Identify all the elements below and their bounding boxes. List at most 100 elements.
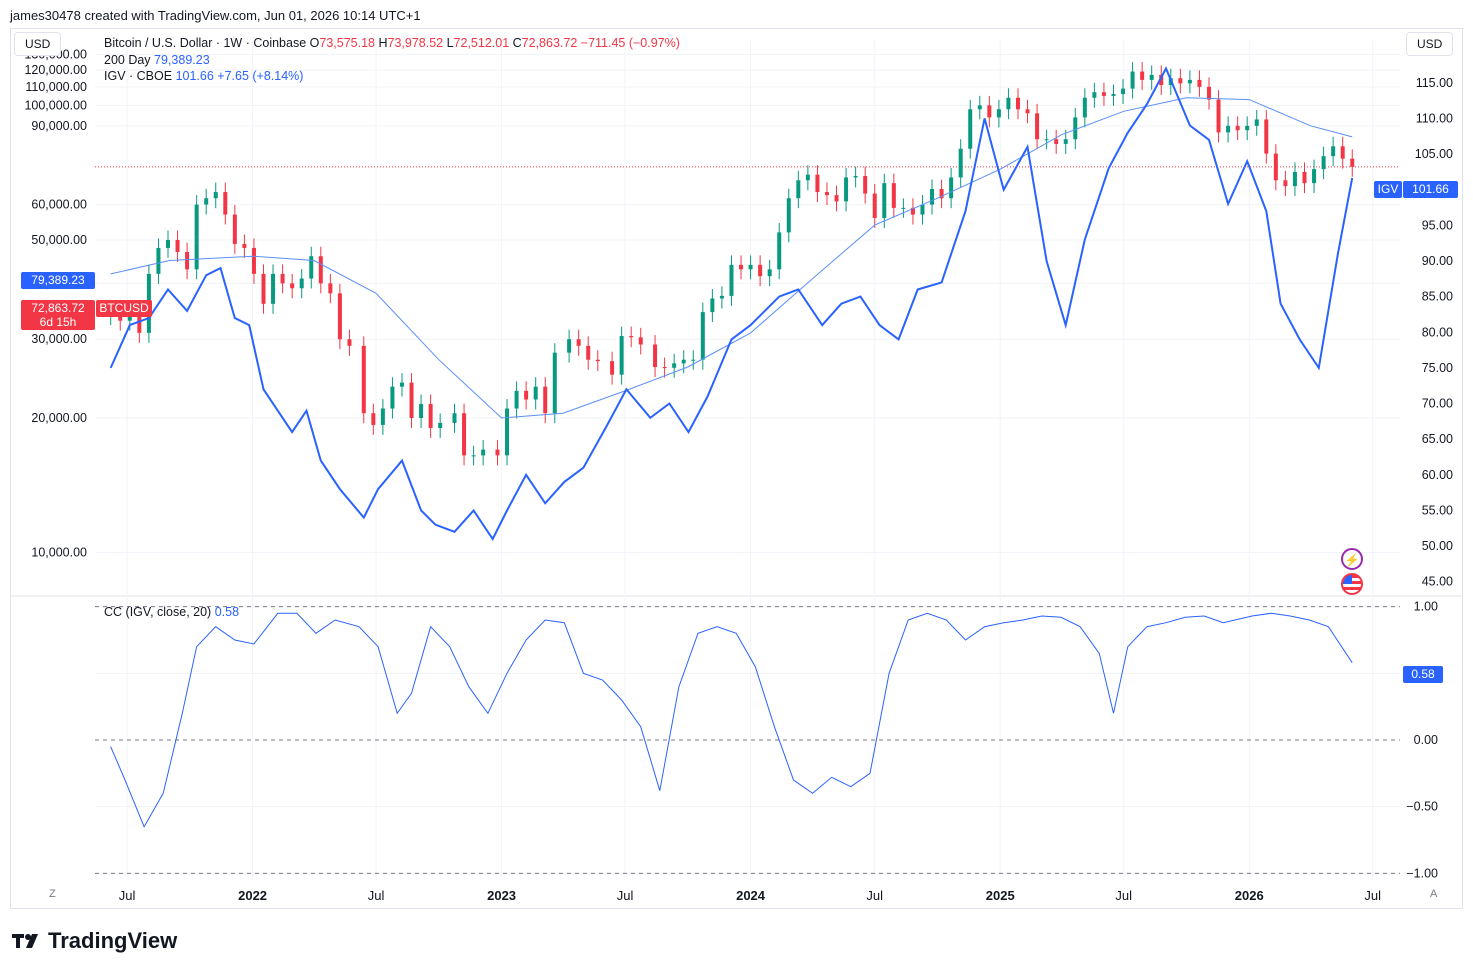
btc-candle-body bbox=[1331, 146, 1336, 157]
legend-close-label: C bbox=[512, 36, 522, 50]
btc-candle bbox=[748, 255, 753, 280]
cc-tick-label: −1.00 bbox=[1406, 866, 1438, 880]
chart-credit: james30478 created with TradingView.com,… bbox=[10, 8, 421, 23]
btc-candle bbox=[1092, 82, 1097, 108]
btc-candle bbox=[1292, 162, 1297, 197]
btc-candle bbox=[175, 230, 180, 262]
right-tick-label: 115.00 bbox=[1416, 76, 1453, 90]
btc-candle bbox=[977, 95, 982, 120]
cc-legend: CC (IGV, close, 20) 0.58 bbox=[104, 605, 239, 619]
btc-candle bbox=[251, 238, 256, 284]
btc-candle-body bbox=[1159, 74, 1164, 86]
right-tick-label: 110.00 bbox=[1416, 111, 1453, 125]
btc-candle bbox=[710, 289, 715, 323]
btc-candle-body bbox=[1226, 125, 1231, 133]
btc-candle bbox=[194, 195, 199, 280]
btc-candle bbox=[165, 230, 170, 258]
x-tick-label: 2022 bbox=[238, 888, 267, 903]
btc-candle bbox=[156, 238, 161, 284]
btc-candle bbox=[767, 259, 772, 287]
btc-candle bbox=[901, 198, 906, 218]
btc-candle-body bbox=[968, 109, 973, 149]
legend-ma-label[interactable]: 200 Day bbox=[104, 52, 151, 67]
left-tick-label: 10,000.00 bbox=[31, 546, 87, 560]
cc-tick-label: 0.00 bbox=[1414, 733, 1438, 747]
btc-candle bbox=[939, 179, 944, 209]
chart-frame[interactable] bbox=[10, 28, 1463, 909]
btc-candle bbox=[533, 377, 538, 410]
btc-candle-body bbox=[1044, 139, 1049, 141]
auto-scale-button[interactable]: A bbox=[1430, 888, 1438, 900]
legend-low-label: L bbox=[446, 36, 454, 50]
btc-candle-body bbox=[462, 413, 467, 456]
btc-candle bbox=[495, 440, 500, 466]
btc-candle bbox=[958, 139, 963, 188]
btc-symbol-tag: BTCUSD bbox=[96, 300, 152, 317]
right-tick-label: 55.00 bbox=[1422, 503, 1453, 517]
x-tick-label: 2025 bbox=[986, 888, 1015, 903]
left-tick-label: 90,000.00 bbox=[31, 119, 87, 133]
btc-candle bbox=[930, 179, 935, 215]
btc-candle-body bbox=[958, 148, 963, 178]
btc-candle-body bbox=[399, 382, 404, 387]
btc-candle bbox=[481, 440, 486, 466]
igv-symbol-tag: IGV bbox=[1374, 181, 1402, 198]
btc-candle bbox=[796, 170, 801, 209]
btc-candle-body bbox=[1140, 71, 1145, 80]
btc-candle bbox=[567, 329, 572, 363]
btc-candle bbox=[920, 195, 925, 225]
btc-candle-body bbox=[390, 386, 395, 409]
btc-candle-body bbox=[1302, 171, 1307, 184]
btc-candle-body bbox=[380, 408, 385, 425]
btc-candle-body bbox=[428, 403, 433, 428]
zoom-button[interactable]: Z bbox=[49, 888, 56, 900]
cc-legend-label[interactable]: CC (IGV, close, 20) bbox=[104, 605, 212, 619]
legend-igv-label[interactable]: IGV · CBOE bbox=[104, 69, 173, 83]
btc-candle bbox=[390, 377, 395, 419]
btc-candle bbox=[223, 182, 228, 225]
btc-candle bbox=[1140, 62, 1145, 90]
btc-candle-body bbox=[1015, 97, 1020, 110]
right-tick-label: 45.00 bbox=[1422, 575, 1453, 589]
right-tick-label: 70.00 bbox=[1422, 397, 1453, 411]
btc-candle bbox=[428, 394, 433, 438]
btc-candle bbox=[290, 273, 295, 299]
btc-price-tag: 72,863.72 6d 15h bbox=[21, 300, 95, 330]
btc-candle bbox=[242, 234, 247, 258]
us-flag-icon[interactable] bbox=[1341, 573, 1363, 595]
tradingview-logo[interactable]: TradingView bbox=[12, 928, 177, 954]
btc-candle-body bbox=[280, 273, 285, 284]
btc-candle-body bbox=[882, 183, 887, 218]
right-currency-button[interactable]: USD bbox=[1406, 32, 1454, 56]
btc-candle-body bbox=[748, 264, 753, 270]
left-tick-label: 50,000.00 bbox=[31, 233, 87, 247]
btc-candle bbox=[739, 255, 744, 280]
btc-candle-body bbox=[194, 204, 199, 270]
btc-candle bbox=[853, 166, 858, 188]
ma-price-tag: 79,389.23 bbox=[21, 272, 95, 289]
btc-candle-body bbox=[251, 247, 256, 274]
btc-candle bbox=[805, 165, 810, 191]
btc-candle bbox=[371, 403, 376, 435]
btc-candle bbox=[662, 357, 667, 378]
lightning-icon[interactable]: ⚡ bbox=[1341, 548, 1363, 570]
btc-candle bbox=[1111, 84, 1116, 106]
cc-value-tag: 0.58 bbox=[1403, 666, 1443, 683]
right-tick-label: 60.00 bbox=[1422, 468, 1453, 482]
btc-candle bbox=[471, 445, 476, 466]
btc-candle-body bbox=[872, 193, 877, 218]
btc-candle bbox=[462, 403, 467, 466]
x-tick-label: 2023 bbox=[487, 888, 516, 903]
btc-candle-body bbox=[1254, 119, 1259, 126]
btc-candle bbox=[347, 329, 352, 356]
btc-candle bbox=[271, 264, 276, 314]
btc-candle-body bbox=[1206, 86, 1211, 100]
cc-line bbox=[110, 612, 1353, 828]
legend-symbol[interactable]: Bitcoin / U.S. Dollar · 1W · Coinbase bbox=[104, 36, 307, 50]
left-currency-button[interactable]: USD bbox=[14, 32, 62, 56]
legend-open-value: 73,575.18 bbox=[319, 36, 375, 50]
btc-candle-body bbox=[815, 174, 820, 193]
legend-igv-change: +7.65 (+8.14%) bbox=[217, 69, 304, 83]
btc-candle bbox=[1350, 149, 1355, 177]
